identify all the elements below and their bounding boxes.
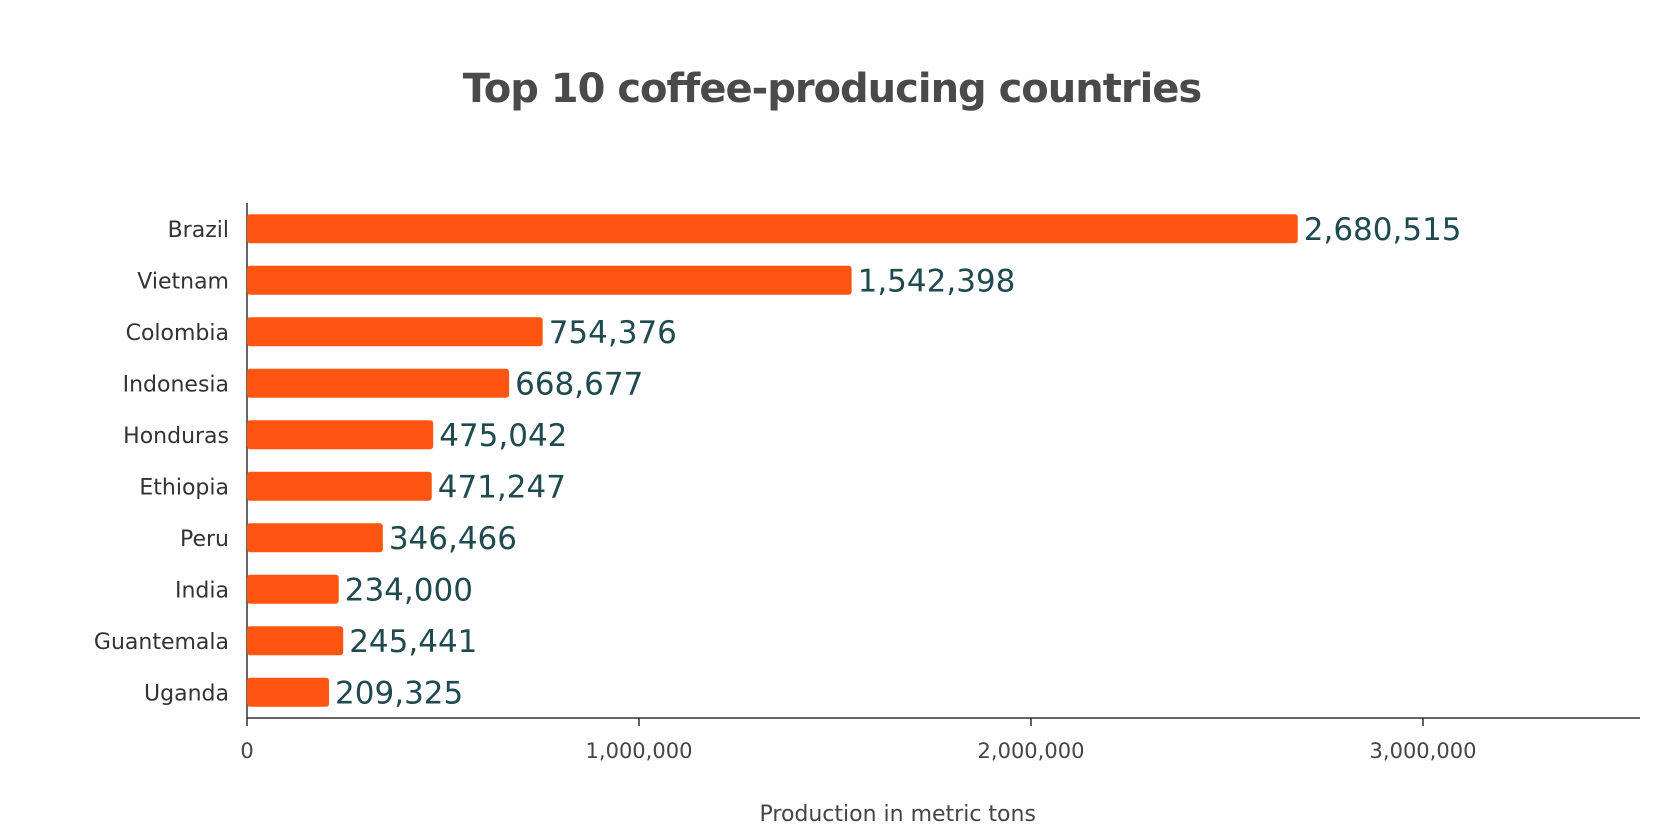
value-label-vietnam: 1,542,398	[858, 263, 1016, 299]
bar-indonesia	[247, 368, 510, 398]
value-label-colombia: 754,376	[549, 315, 677, 351]
bar-ethiopia	[247, 471, 432, 501]
category-label-colombia: Colombia	[126, 321, 229, 346]
x-tick-label: 2,000,000	[978, 739, 1085, 763]
bar-vietnam	[247, 265, 852, 295]
bar-colombia	[247, 317, 543, 347]
x-axis-ticks: 0 1,000,000 2,000,000 3,000,000	[240, 718, 1476, 763]
bar-honduras	[247, 420, 434, 450]
bar-uganda	[247, 677, 330, 707]
category-label-honduras: Honduras	[123, 424, 229, 449]
value-label-ethiopia: 471,247	[438, 469, 566, 505]
value-label-uganda: 209,325	[335, 675, 463, 711]
category-label-uganda: Uganda	[144, 681, 229, 706]
chart-title: Top 10 coffee-producing countries	[462, 66, 1203, 112]
bar-peru	[247, 523, 383, 553]
category-label-india: India	[175, 578, 229, 603]
category-label-peru: Peru	[180, 527, 229, 552]
category-label-guantemala: Guantemala	[94, 630, 229, 655]
x-tick-label: 3,000,000	[1370, 739, 1477, 763]
value-label-indonesia: 668,677	[515, 366, 643, 402]
category-label-ethiopia: Ethiopia	[139, 475, 229, 500]
category-label-brazil: Brazil	[168, 218, 229, 243]
value-label-guantemala: 245,441	[349, 624, 477, 660]
value-label-india: 234,000	[345, 572, 473, 608]
category-label-vietnam: Vietnam	[137, 269, 229, 294]
x-tick-label: 1,000,000	[586, 739, 693, 763]
value-label-honduras: 475,042	[439, 418, 567, 454]
bar-brazil	[247, 214, 1298, 244]
value-label-brazil: 2,680,515	[1304, 212, 1462, 248]
x-tick-label: 0	[240, 739, 253, 763]
bars-group: Brazil 2,680,515 Vietnam 1,542,398 Colombia 7…	[94, 212, 1462, 712]
category-label-indonesia: Indonesia	[123, 372, 229, 397]
bar-guantemala	[247, 626, 344, 656]
value-label-peru: 346,466	[389, 521, 517, 557]
x-axis-title: Production in metric tons	[760, 802, 1036, 827]
bar-india	[247, 574, 339, 604]
